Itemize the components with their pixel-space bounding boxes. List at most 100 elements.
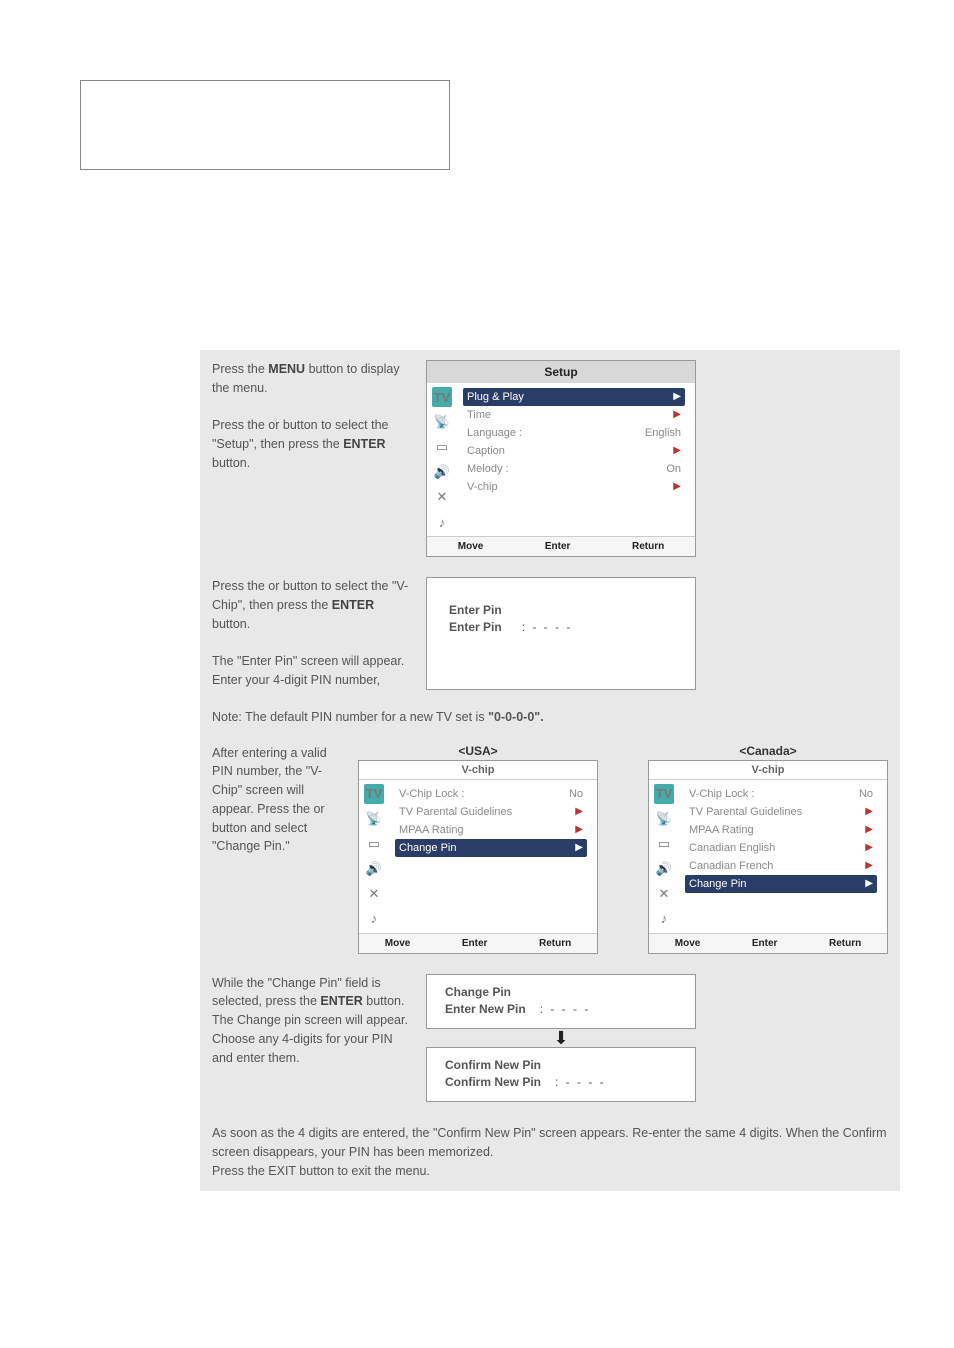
- confirm-pin-box: Confirm New Pin Confirm New Pin: - - - -: [426, 1047, 696, 1102]
- osd-row[interactable]: Change Pin ▶: [395, 839, 587, 857]
- lbl: MPAA Rating: [689, 824, 754, 836]
- enter-pin-box: Enter Pin Enter Pin: - - - -: [426, 577, 696, 690]
- val: English: [645, 427, 681, 439]
- lbl: Caption: [467, 445, 505, 457]
- menu-word: MENU: [268, 362, 305, 376]
- step-3-text: After entering a valid PIN number, the "…: [212, 744, 344, 857]
- lbl: Melody :: [467, 463, 509, 475]
- arrow-icon: ▶: [575, 806, 583, 818]
- lbl: Canadian English: [689, 842, 775, 854]
- tv-icon: TV: [654, 784, 674, 804]
- footer-move: Move: [675, 938, 701, 949]
- equalizer-icon: ♪: [364, 909, 384, 929]
- text: Press the or button to select the "V-Chi…: [212, 579, 408, 612]
- two-osd-wrap: <USA> V-chip TV 📡 ▭ 🔊 ✕ ♪ V-Chi: [358, 744, 888, 954]
- arrow-icon: ▶: [575, 824, 583, 836]
- text: button.: [363, 994, 405, 1008]
- arrow-icon: ▶: [673, 481, 681, 493]
- lbl: V-Chip Lock :: [689, 788, 754, 800]
- footer-enter: Enter: [462, 938, 488, 949]
- tv-icon: TV: [364, 784, 384, 804]
- screen-icon: ▭: [654, 834, 674, 854]
- step-3: After entering a valid PIN number, the "…: [200, 734, 900, 964]
- arrow-icon: ▶: [865, 842, 873, 854]
- setup-osd: Setup TV 📡 ▭ 🔊 ✕ ♪ Plug & Play▶ Time▶ La…: [426, 360, 696, 557]
- osd-row[interactable]: Caption▶: [463, 442, 685, 460]
- osd-title: V-chip: [649, 761, 887, 780]
- footer-enter: Enter: [752, 938, 778, 949]
- osd-row[interactable]: TV Parental Guidelines▶: [685, 803, 877, 821]
- osd-row[interactable]: V-chip▶: [463, 478, 685, 496]
- text: button.: [212, 456, 250, 470]
- osd-footer: Move Enter Return: [427, 536, 695, 556]
- lbl: Change Pin: [399, 842, 457, 854]
- speaker-icon: 🔊: [432, 462, 452, 482]
- val: On: [666, 463, 681, 475]
- osd-title: Setup: [427, 361, 695, 383]
- pin-dots: : - - - -: [522, 620, 573, 634]
- text: The "Enter Pin" screen will appear. Ente…: [212, 654, 404, 687]
- footer-return: Return: [632, 541, 664, 552]
- speaker-icon: 🔊: [654, 859, 674, 879]
- step-4-text: While the "Change Pin" field is selected…: [212, 974, 412, 1103]
- footer-move: Move: [458, 541, 484, 552]
- change-pin-box: Change Pin Enter New Pin: - - - -: [426, 974, 696, 1029]
- osd-body: TV 📡 ▭ 🔊 ✕ ♪ Plug & Play▶ Time▶ Language…: [427, 383, 695, 536]
- text: button.: [212, 617, 250, 631]
- osd-row[interactable]: Melody : On: [463, 460, 685, 478]
- dots: : - - - -: [555, 1075, 606, 1089]
- osd-row[interactable]: MPAA Rating▶: [395, 821, 587, 839]
- footer-enter: Enter: [545, 541, 571, 552]
- lbl: Canadian French: [689, 860, 773, 872]
- osd-row[interactable]: Canadian English ▶: [685, 839, 877, 857]
- arrow-icon: ▶: [673, 391, 681, 403]
- footer-move: Move: [385, 938, 411, 949]
- enter-word: ENTER: [332, 598, 374, 612]
- content-area: Press the MENU button to display the men…: [200, 350, 900, 1191]
- arrow-icon: ▶: [575, 842, 583, 854]
- footer-return: Return: [829, 938, 861, 949]
- boxes-column: Change Pin Enter New Pin: - - - - ⬇ Conf…: [426, 974, 696, 1103]
- osd-row[interactable]: MPAA Rating ▶: [685, 821, 877, 839]
- osd-icon-column: TV 📡 ▭ 🔊 ✕ ♪: [427, 383, 457, 536]
- step-1: Press the MENU button to display the men…: [200, 350, 900, 567]
- osd-row[interactable]: V-Chip Lock : No: [685, 785, 877, 803]
- osd-row[interactable]: V-Chip Lock :No: [395, 785, 587, 803]
- follow-text: As soon as the 4 digits are entered, the…: [212, 1124, 888, 1180]
- osd-footer: Move Enter Return: [649, 933, 887, 953]
- usa-label: <USA>: [358, 744, 598, 758]
- tv-icon: TV: [432, 387, 452, 407]
- lbl: TV Parental Guidelines: [689, 806, 802, 818]
- val: No: [569, 788, 583, 800]
- dots: : - - - -: [540, 1002, 591, 1016]
- osd-row[interactable]: Change Pin▶: [685, 875, 877, 893]
- canada-label: <Canada>: [648, 744, 888, 758]
- footer-return: Return: [539, 938, 571, 949]
- pin-label: Enter Pin: [449, 603, 502, 617]
- osd-row[interactable]: Plug & Play▶: [463, 388, 685, 406]
- val: No: [859, 788, 873, 800]
- step-2-text: Press the or button to select the "V-Chi…: [212, 577, 412, 690]
- lbl: TV Parental Guidelines: [399, 806, 512, 818]
- arrow-icon: ▶: [865, 878, 873, 890]
- osd-title: V-chip: [359, 761, 597, 780]
- equalizer-icon: ♪: [432, 512, 452, 532]
- osd-icon-column: TV 📡 ▭ 🔊 ✕ ♪: [649, 780, 679, 933]
- osd-list: V-Chip Lock :No TV Parental Guidelines▶ …: [389, 780, 597, 933]
- antenna-icon: 📡: [364, 809, 384, 829]
- arrow-icon: ▶: [865, 824, 873, 836]
- vchip-usa-osd: V-chip TV 📡 ▭ 🔊 ✕ ♪ V-Chip Lock :No: [358, 760, 598, 954]
- vchip-canada-osd: V-chip TV 📡 ▭ 🔊 ✕ ♪ V-Chip Lock : No: [648, 760, 888, 954]
- title: Confirm New Pin: [445, 1058, 681, 1072]
- osd-row[interactable]: TV Parental Guidelines ▶: [395, 803, 587, 821]
- osd-row[interactable]: Language :English: [463, 424, 685, 442]
- down-arrow-icon: ⬇: [426, 1033, 696, 1044]
- screen-icon: ▭: [432, 437, 452, 457]
- osd-row[interactable]: Time▶: [463, 406, 685, 424]
- arrow-icon: ▶: [673, 409, 681, 421]
- canada-wrap: <Canada> V-chip TV 📡 ▭ 🔊 ✕ ♪ V-: [648, 744, 888, 954]
- step-2: Press the or button to select the "V-Chi…: [200, 567, 900, 734]
- osd-row[interactable]: Canadian French▶: [685, 857, 877, 875]
- osd-list: V-Chip Lock :No TV Parental Guidelines▶ …: [679, 780, 887, 933]
- text: Press the: [212, 362, 268, 376]
